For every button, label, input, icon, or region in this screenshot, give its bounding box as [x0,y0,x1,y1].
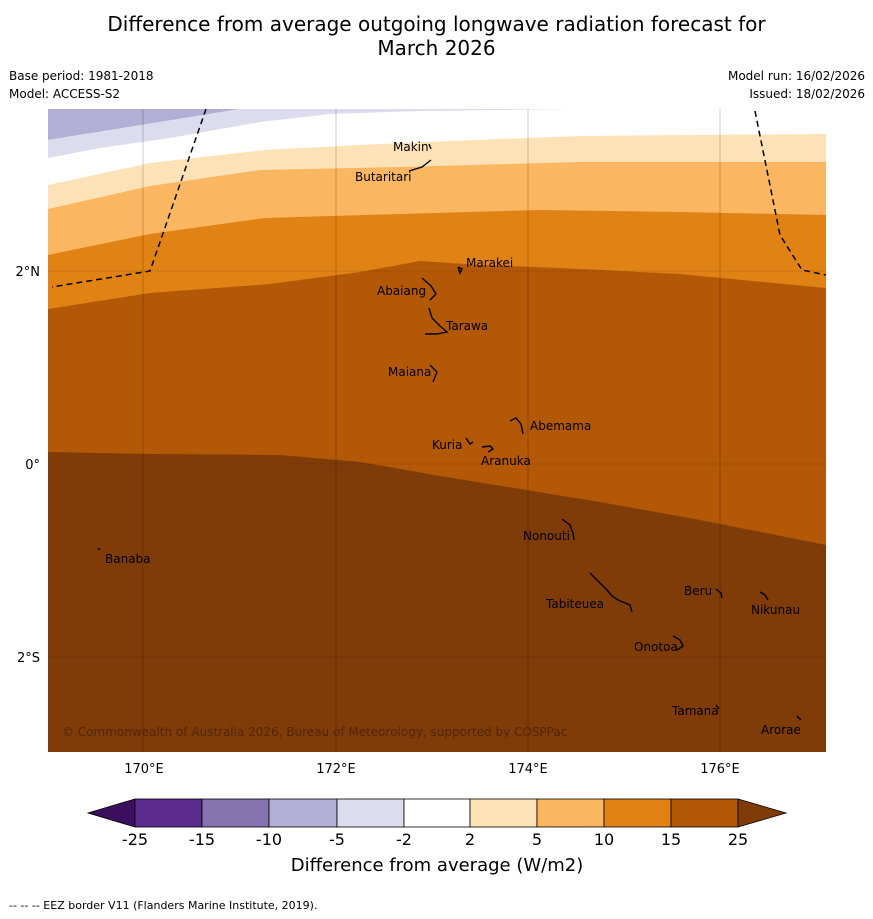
model-run: Model run: 16/02/2026 [727,69,865,83]
island-tarawa [425,307,449,335]
lon-label-170: 170°E [124,762,164,777]
eez-footnote: -- -- -- EEZ border V11 (Flanders Marine… [9,899,318,912]
base-period: Base period: 1981-2018 [9,69,154,83]
colorbar-bin-6 [469,798,538,828]
island-makin [428,143,432,150]
colorbar-bin-7 [536,798,605,828]
map-title: Difference from average outgoing longwav… [0,12,873,60]
label-aranuka: Aranuka [481,454,531,468]
label-beru: Beru [684,584,712,598]
island-banaba [97,547,101,551]
label-arorae: Arorae [761,723,801,737]
lon-label-176: 176°E [700,762,740,777]
label-nikunau: Nikunau [751,603,800,617]
colorbar-bin-3 [268,798,338,828]
meta-right: Model run: 16/02/2026 Issued: 18/02/2026 [728,67,865,103]
island-kuria [465,437,474,445]
colorbar-tick: -25 [122,830,148,849]
lat-label-0: 0° [25,458,40,473]
label-abaiang: Abaiang [377,284,426,298]
island-nikunau [759,591,769,601]
colorbar-bin-2 [201,798,270,828]
lon-label-174: 174°E [508,762,548,777]
label-banaba: Banaba [105,552,151,566]
colorbar-tick: 15 [661,830,681,849]
island-abaiang [421,277,437,301]
label-tabiteuea: Tabiteuea [545,597,604,611]
colorbar-bin-9 [670,798,739,828]
islands [97,143,802,721]
colorbar-tick: 25 [728,830,748,849]
model-name: Model: ACCESS-S2 [9,87,121,101]
title-line-2: March 2026 [377,36,496,60]
place-labels: Makin Butaritari Marakei Abaiang Tarawa … [105,140,801,737]
label-butaritari: Butaritari [355,170,412,184]
colorbar-bin-8 [603,798,672,828]
lon-label-172: 172°E [316,762,356,777]
issued-date: Issued: 18/02/2026 [749,87,865,101]
colorbar-tick: -10 [256,830,282,849]
label-marakei: Marakei [466,256,513,270]
colorbar-tick: 5 [532,830,542,849]
island-beru [715,588,723,599]
island-arorae [796,715,802,721]
island-marakei [457,266,463,275]
colorbar-tick: -5 [329,830,345,849]
label-abemama: Abemama [530,419,591,433]
colorbar-label: Difference from average (W/m2) [291,855,583,876]
copyright-notice: © Commonwealth of Australia 2026, Bureau… [62,725,567,739]
label-onotoa: Onotoa [634,640,678,654]
colorbar-tick: -15 [189,830,215,849]
colorbar-bin-4 [336,798,405,828]
title-line-1: Difference from average outgoing longwav… [107,12,766,36]
colorbar-tick: 10 [594,830,614,849]
label-tarawa: Tarawa [445,319,488,333]
map-area: Makin Butaritari Marakei Abaiang Tarawa … [48,109,826,752]
island-aranuka [481,445,495,453]
band-over-25 [48,452,826,752]
island-nonouti [561,518,575,541]
island-onotoa [672,635,684,651]
colorbar-tick: 2 [465,830,475,849]
colorbar-bin-5 [403,798,471,828]
island-maiana [429,364,438,383]
eez-border-west [51,109,207,288]
lat-label-2s: 2°S [17,651,40,666]
island-tabiteuea [589,572,633,613]
axis-labels: 2°N 0° 2°S 170°E 172°E 174°E 176°E [16,265,740,777]
label-maiana: Maiana [388,365,431,379]
colorbar-over-arrow [737,798,788,828]
eez-border-east [754,110,826,276]
meta-left: Base period: 1981-2018 Model: ACCESS-S2 [9,67,154,103]
colorbar-tick: -2 [396,830,412,849]
label-tamana: Tamana [671,704,719,718]
lat-label-2n: 2°N [16,265,41,280]
island-tamana [715,704,720,710]
colorbar-under-arrow [86,798,136,828]
band-minus5-to-minus2 [48,109,575,158]
label-nonouti: Nonouti [523,529,570,543]
graticule [48,109,826,752]
colorbar-bin-1 [134,798,203,828]
label-makin: Makin [393,140,429,154]
colorbar [86,798,788,828]
island-butaritari [408,159,432,172]
island-abemama [509,417,524,435]
label-kuria: Kuria [432,438,463,452]
colorbar-ticks: -25 -15 -10 -5 -2 2 5 10 15 25 [122,830,748,849]
